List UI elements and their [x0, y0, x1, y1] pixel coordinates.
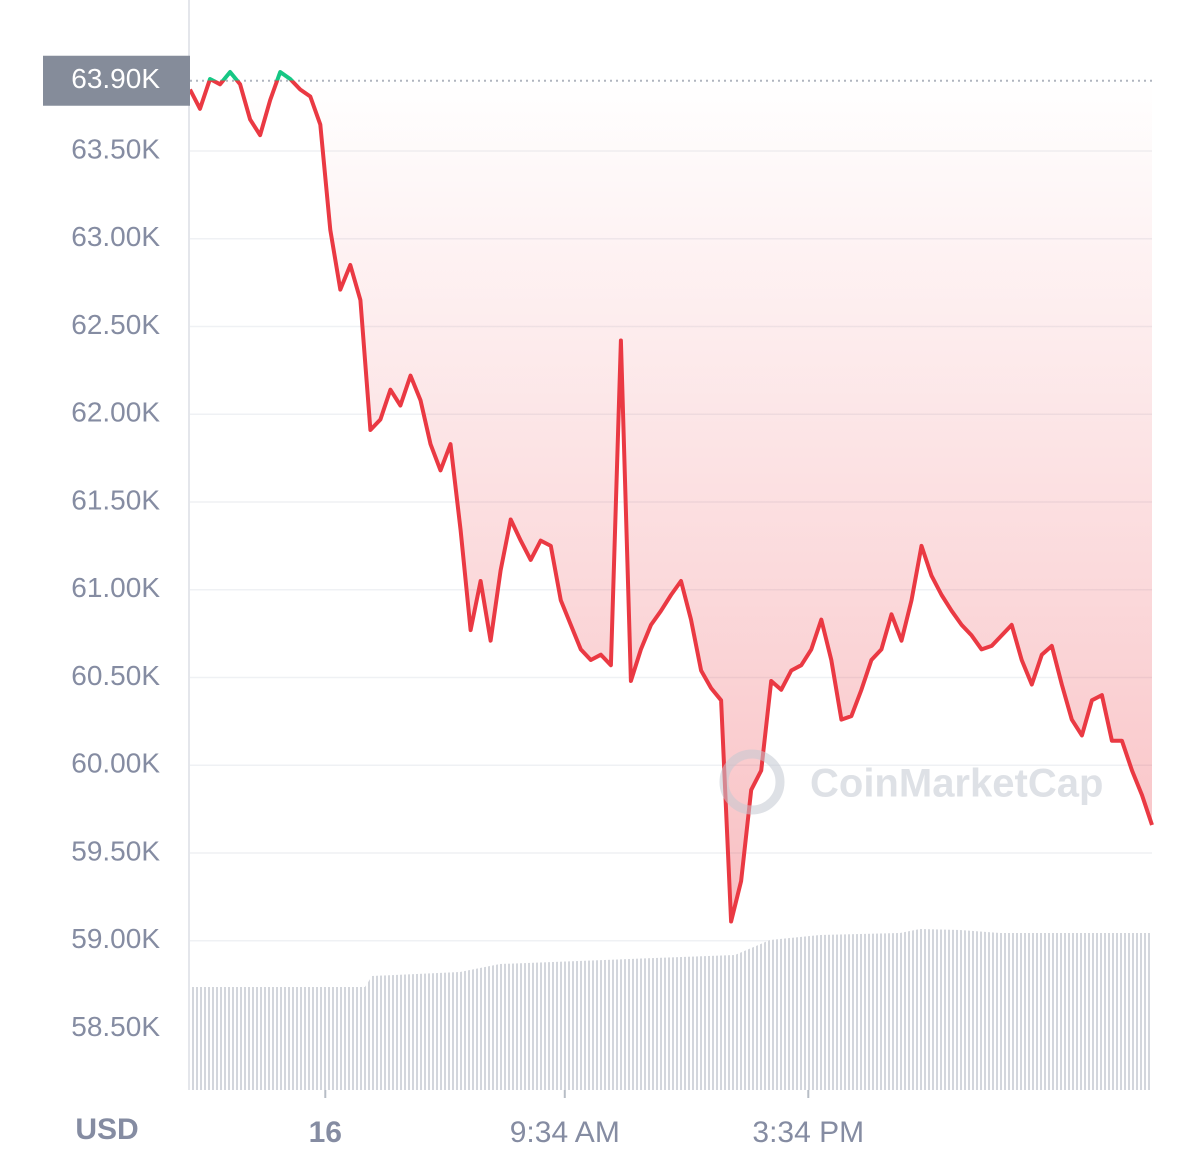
watermark-text: CoinMarketCap — [810, 762, 1103, 806]
area-fill — [190, 80, 1152, 922]
y-tick-label: 62.50K — [71, 309, 160, 340]
y-tick-label: 59.50K — [71, 835, 160, 866]
y-tick-label: 61.00K — [71, 572, 160, 603]
y-tick-label: 63.50K — [71, 133, 160, 164]
y-tick-label: 60.00K — [71, 748, 160, 779]
axis-unit: USD — [75, 1113, 138, 1146]
reference-label-box — [43, 55, 190, 106]
volume-area — [190, 929, 1152, 1090]
y-tick-label: 62.00K — [71, 397, 160, 428]
x-tick-label: 9:34 AM — [510, 1116, 620, 1149]
y-tick-label: 63.00K — [71, 221, 160, 252]
price-line — [188, 70, 1154, 924]
x-tick-label: 16 — [309, 1116, 342, 1149]
x-tick-label: 3:34 PM — [752, 1116, 864, 1149]
y-tick-label: 61.50K — [71, 484, 160, 515]
y-tick-label: 58.50K — [71, 1011, 160, 1042]
y-tick-label: 59.00K — [71, 923, 160, 954]
reference-label: 63.90K — [71, 63, 160, 94]
watermark: CoinMarketCap — [719, 749, 1103, 815]
y-tick-label: 60.50K — [71, 660, 160, 691]
